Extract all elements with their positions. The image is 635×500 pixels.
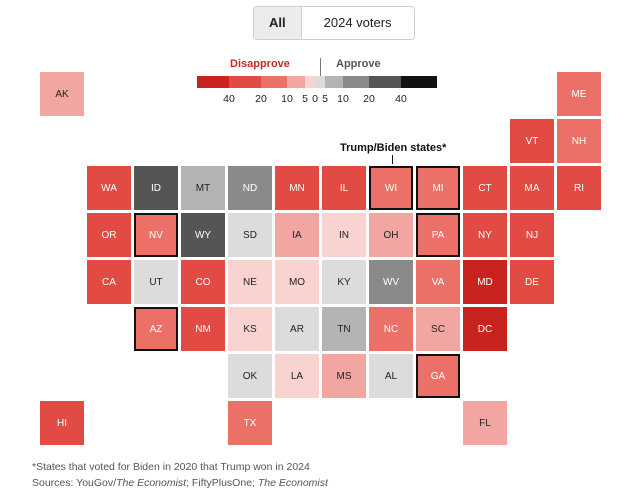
state-tile-tn[interactable]: TN <box>322 307 366 351</box>
state-tile-or[interactable]: OR <box>87 213 131 257</box>
footnote: *States that voted for Biden in 2020 tha… <box>32 461 310 473</box>
state-tile-ut[interactable]: UT <box>134 260 178 304</box>
legend-swatch <box>287 76 305 88</box>
state-tile-oh[interactable]: OH <box>369 213 413 257</box>
legend-swatch <box>197 76 229 88</box>
state-tile-fl[interactable]: FL <box>463 401 507 445</box>
legend-disapprove-label: Disapprove <box>230 58 290 70</box>
legend-swatch <box>343 76 369 88</box>
legend-tick-label: 0 <box>312 93 318 105</box>
legend-swatch <box>229 76 261 88</box>
state-tile-sd[interactable]: SD <box>228 213 272 257</box>
toggle-2024-voters-button[interactable]: 2024 voters <box>301 7 414 39</box>
state-tile-ms[interactable]: MS <box>322 354 366 398</box>
state-tile-mn[interactable]: MN <box>275 166 319 210</box>
state-tile-nv[interactable]: NV <box>134 213 178 257</box>
state-tile-me[interactable]: ME <box>557 72 601 116</box>
state-tile-ga[interactable]: GA <box>416 354 460 398</box>
state-tile-ak[interactable]: AK <box>40 72 84 116</box>
state-tile-la[interactable]: LA <box>275 354 319 398</box>
state-tile-nd[interactable]: ND <box>228 166 272 210</box>
state-tile-tx[interactable]: TX <box>228 401 272 445</box>
state-tile-ca[interactable]: CA <box>87 260 131 304</box>
legend-swatch <box>325 76 343 88</box>
state-tile-az[interactable]: AZ <box>134 307 178 351</box>
legend-approve-label: Approve <box>336 58 381 70</box>
sources-middle: ; FiftyPlusOne; <box>186 477 258 489</box>
view-toggle: All 2024 voters <box>253 6 415 40</box>
state-tile-wa[interactable]: WA <box>87 166 131 210</box>
state-tile-wi[interactable]: WI <box>369 166 413 210</box>
state-tile-nh[interactable]: NH <box>557 119 601 163</box>
state-tile-ri[interactable]: RI <box>557 166 601 210</box>
legend-tick-label: 5 <box>322 93 328 105</box>
legend-tick-label: 10 <box>337 93 349 105</box>
legend-swatch <box>315 76 325 88</box>
state-tile-sc[interactable]: SC <box>416 307 460 351</box>
sources-publication-1: The Economist <box>116 477 187 489</box>
state-tile-id[interactable]: ID <box>134 166 178 210</box>
state-tile-vt[interactable]: VT <box>510 119 554 163</box>
state-tile-ny[interactable]: NY <box>463 213 507 257</box>
state-tile-co[interactable]: CO <box>181 260 225 304</box>
toggle-all-button[interactable]: All <box>254 7 302 39</box>
state-tile-ct[interactable]: CT <box>463 166 507 210</box>
state-tile-ia[interactable]: IA <box>275 213 319 257</box>
state-tile-nj[interactable]: NJ <box>510 213 554 257</box>
state-tile-ks[interactable]: KS <box>228 307 272 351</box>
legend-tick-label: 10 <box>281 93 293 105</box>
state-tile-hi[interactable]: HI <box>40 401 84 445</box>
legend-tick-label: 40 <box>223 93 235 105</box>
state-tile-ma[interactable]: MA <box>510 166 554 210</box>
state-tile-il[interactable]: IL <box>322 166 366 210</box>
state-tile-nc[interactable]: NC <box>369 307 413 351</box>
state-tile-ne[interactable]: NE <box>228 260 272 304</box>
callout-line <box>392 155 393 164</box>
legend-ticks: 40 20 10 5 0 5 10 20 40 <box>197 93 447 107</box>
legend-divider <box>320 58 321 78</box>
state-tile-wy[interactable]: WY <box>181 213 225 257</box>
trump-biden-callout: Trump/Biden states* <box>340 142 447 154</box>
legend-tick-label: 20 <box>363 93 375 105</box>
state-tile-al[interactable]: AL <box>369 354 413 398</box>
state-tile-in[interactable]: IN <box>322 213 366 257</box>
state-tile-dc[interactable]: DC <box>463 307 507 351</box>
state-tile-md[interactable]: MD <box>463 260 507 304</box>
state-tile-pa[interactable]: PA <box>416 213 460 257</box>
state-tile-ok[interactable]: OK <box>228 354 272 398</box>
state-tile-de[interactable]: DE <box>510 260 554 304</box>
state-tile-mi[interactable]: MI <box>416 166 460 210</box>
state-tile-ar[interactable]: AR <box>275 307 319 351</box>
legend-swatch <box>305 76 315 88</box>
state-tile-mo[interactable]: MO <box>275 260 319 304</box>
legend-swatch <box>369 76 401 88</box>
legend-swatch <box>261 76 287 88</box>
legend-color-scale <box>197 76 437 88</box>
sources-line: Sources: YouGov/The Economist; FiftyPlus… <box>32 477 328 489</box>
state-tile-nm[interactable]: NM <box>181 307 225 351</box>
state-tile-mt[interactable]: MT <box>181 166 225 210</box>
state-tile-va[interactable]: VA <box>416 260 460 304</box>
sources-publication-2: The Economist <box>257 477 328 489</box>
legend-swatch <box>401 76 437 88</box>
state-tile-wv[interactable]: WV <box>369 260 413 304</box>
legend-tick-label: 5 <box>302 93 308 105</box>
state-tile-ky[interactable]: KY <box>322 260 366 304</box>
legend-tick-label: 20 <box>255 93 267 105</box>
legend-tick-label: 40 <box>395 93 407 105</box>
sources-prefix: Sources: YouGov/ <box>32 477 117 489</box>
